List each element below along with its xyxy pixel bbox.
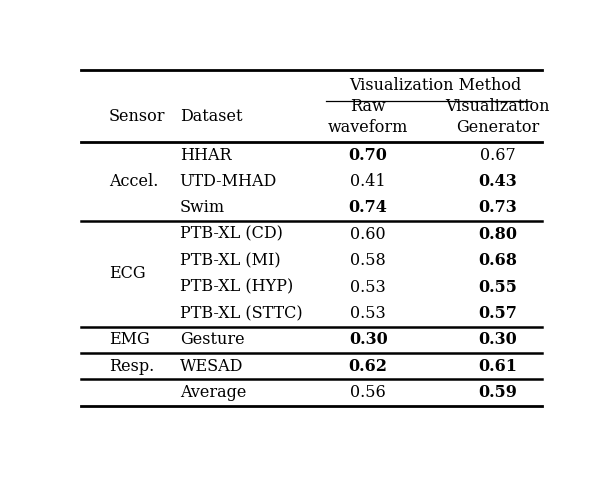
- Text: Visualization
Generator: Visualization Generator: [446, 98, 550, 136]
- Text: 0.73: 0.73: [478, 200, 517, 216]
- Text: Average: Average: [180, 384, 246, 401]
- Text: Swim: Swim: [180, 200, 225, 216]
- Text: 0.55: 0.55: [478, 279, 517, 296]
- Text: PTB-XL (MI): PTB-XL (MI): [180, 252, 280, 269]
- Text: UTD-MHAD: UTD-MHAD: [180, 173, 277, 190]
- Text: HHAR: HHAR: [180, 147, 231, 164]
- Text: 0.30: 0.30: [349, 332, 387, 348]
- Text: 0.58: 0.58: [350, 252, 386, 269]
- Text: 0.41: 0.41: [350, 173, 386, 190]
- Text: 0.43: 0.43: [478, 173, 517, 190]
- Text: PTB-XL (CD): PTB-XL (CD): [180, 226, 283, 243]
- Text: Raw
waveform: Raw waveform: [328, 98, 409, 136]
- Text: 0.61: 0.61: [478, 358, 517, 375]
- Text: 0.70: 0.70: [349, 147, 387, 164]
- Text: WESAD: WESAD: [180, 358, 243, 375]
- Text: EMG: EMG: [109, 332, 150, 348]
- Text: 0.59: 0.59: [478, 384, 517, 401]
- Text: 0.60: 0.60: [350, 226, 386, 243]
- Text: PTB-XL (HYP): PTB-XL (HYP): [180, 279, 293, 296]
- Text: 0.53: 0.53: [350, 305, 386, 322]
- Text: ECG: ECG: [109, 266, 145, 282]
- Text: 0.62: 0.62: [348, 358, 388, 375]
- Text: 0.56: 0.56: [350, 384, 386, 401]
- Text: 0.67: 0.67: [480, 147, 516, 164]
- Text: Accel.: Accel.: [109, 173, 158, 190]
- Text: Visualization Method: Visualization Method: [349, 77, 522, 94]
- Text: 0.30: 0.30: [478, 332, 517, 348]
- Text: 0.74: 0.74: [349, 200, 387, 216]
- Text: Dataset: Dataset: [180, 108, 242, 125]
- Text: 0.57: 0.57: [478, 305, 517, 322]
- Text: Gesture: Gesture: [180, 332, 244, 348]
- Text: 0.53: 0.53: [350, 279, 386, 296]
- Text: 0.80: 0.80: [478, 226, 517, 243]
- Text: 0.68: 0.68: [478, 252, 517, 269]
- Text: PTB-XL (STTC): PTB-XL (STTC): [180, 305, 302, 322]
- Text: Sensor: Sensor: [109, 108, 165, 125]
- Text: Resp.: Resp.: [109, 358, 154, 375]
